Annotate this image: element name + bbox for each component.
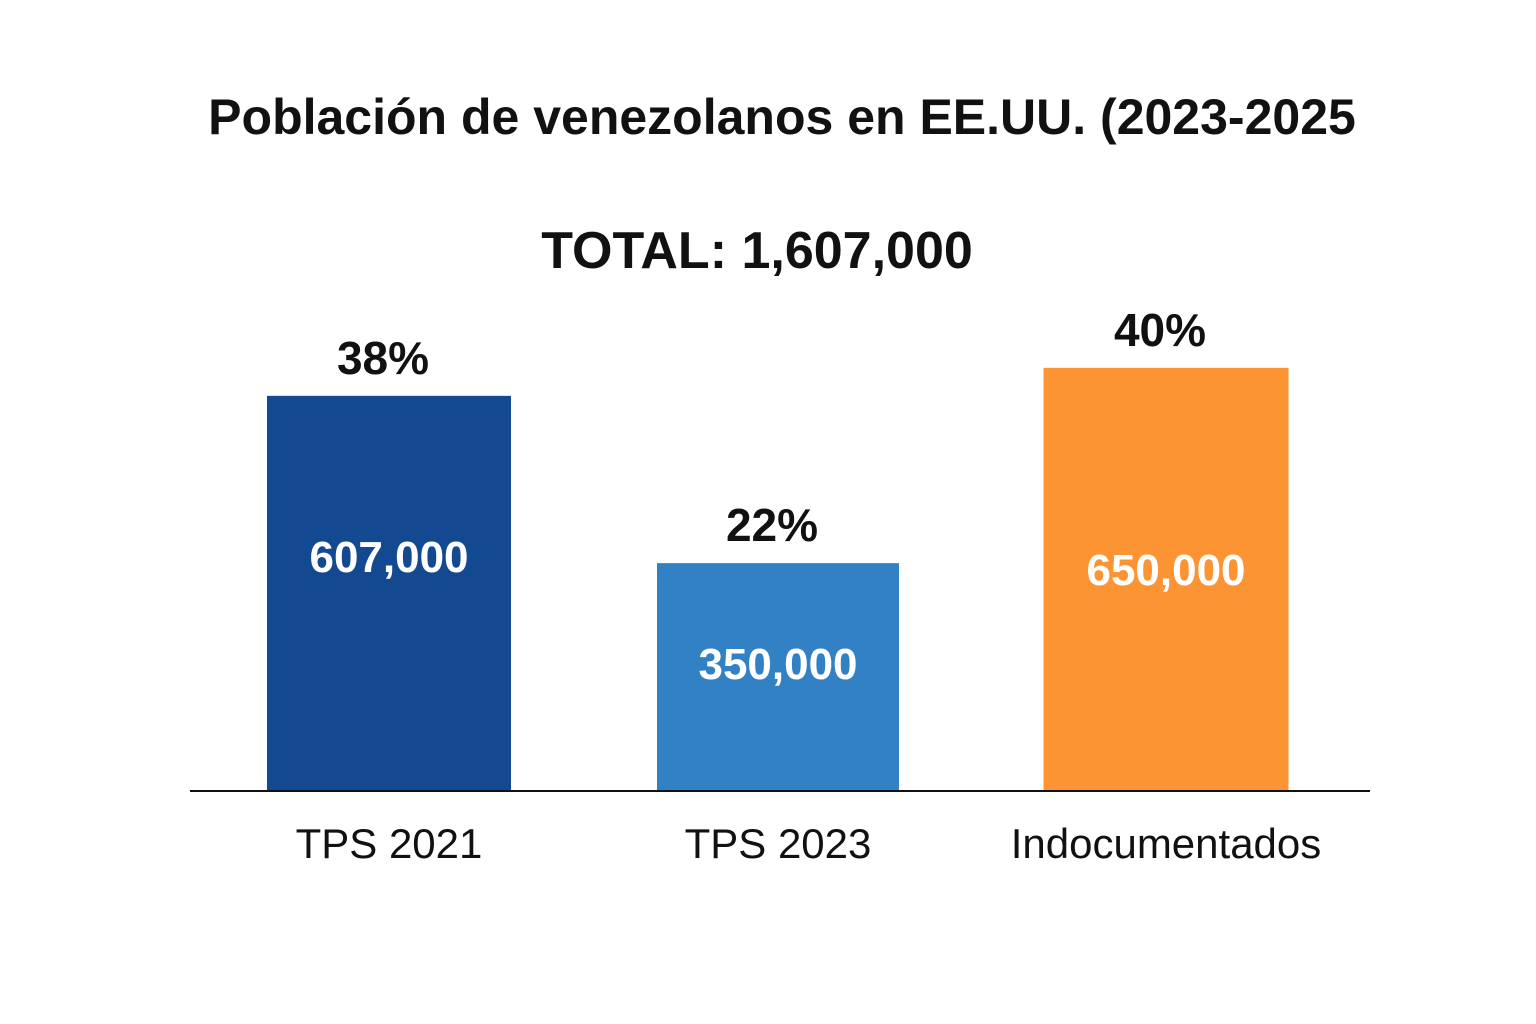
bar-2 xyxy=(1043,367,1289,791)
bars-layer: 38% 607,000 TPS 2021 22% 350,000 TPS 2023 40% 6… xyxy=(267,304,1321,867)
category-label-2: Indocumentados xyxy=(1011,820,1322,867)
bar-1 xyxy=(657,563,899,791)
category-label-1: TPS 2023 xyxy=(685,820,872,867)
chart-subtitle-total: TOTAL: 1,607,000 xyxy=(541,222,973,280)
chart-title: Población de venezolanos en EE.UU. (2023… xyxy=(208,89,1356,145)
value-label-2: 650,000 xyxy=(1086,546,1245,595)
percent-label-2: 40% xyxy=(1114,304,1206,356)
percent-label-1: 22% xyxy=(726,499,818,551)
category-label-0: TPS 2021 xyxy=(296,820,483,867)
value-label-0: 607,000 xyxy=(309,533,468,582)
bar-0 xyxy=(267,395,511,791)
value-label-1: 350,000 xyxy=(698,640,857,689)
percent-label-0: 38% xyxy=(337,332,429,384)
